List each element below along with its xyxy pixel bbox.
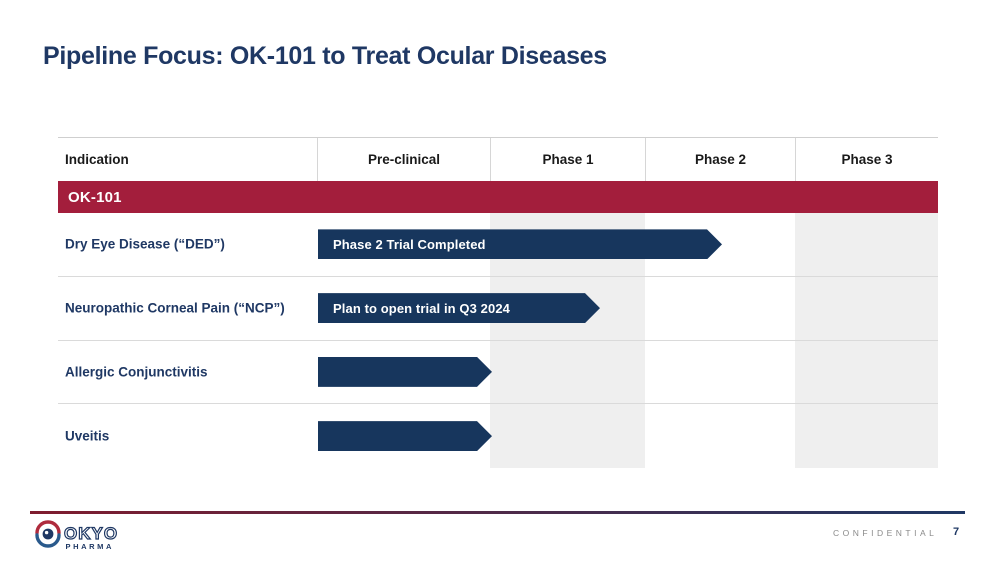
progress-arrow-label: Plan to open trial in Q3 2024 (333, 300, 511, 316)
group-header-ok101: OK-101 (58, 181, 938, 213)
table-row: Neuropathic Corneal Pain (“NCP”) Plan to… (58, 277, 938, 341)
indication-label: Uveitis (65, 428, 110, 444)
logo-subtext: PHARMA (66, 542, 115, 551)
table-row: Dry Eye Disease (“DED”) Phase 2 Trial Co… (58, 213, 938, 277)
indication-label: Dry Eye Disease (“DED”) (65, 236, 225, 252)
pipeline-table-header: Indication Pre-clinical Phase 1 Phase 2 … (58, 137, 938, 181)
logo-wordmark: OKYO (64, 524, 118, 543)
okyo-pharma-logo: OKYO PHARMA (34, 517, 118, 558)
footer-divider (30, 511, 965, 514)
pipeline-table: Indication Pre-clinical Phase 1 Phase 2 … (58, 137, 938, 468)
indication-label: Allergic Conjunctivitis (65, 364, 208, 380)
table-row: Allergic Conjunctivitis (58, 341, 938, 405)
column-header-phase2: Phase 2 (645, 138, 795, 181)
page-number: 7 (953, 526, 960, 538)
progress-arrow: Phase 2 Trial Completed (318, 229, 722, 259)
table-row: Uveitis (58, 404, 938, 468)
progress-arrow-label: Phase 2 Trial Completed (333, 236, 486, 252)
progress-arrow: Plan to open trial in Q3 2024 (318, 293, 600, 323)
column-header-phase1: Phase 1 (490, 138, 645, 181)
phase3-column-band (795, 213, 938, 468)
okyo-eye-icon: OKYO PHARMA (35, 520, 118, 551)
indication-label: Neuropathic Corneal Pain (“NCP”) (65, 300, 285, 316)
page-title: Pipeline Focus: OK-101 to Treat Ocular D… (43, 42, 607, 70)
pipeline-table-body: Dry Eye Disease (“DED”) Phase 2 Trial Co… (58, 213, 938, 468)
progress-arrow (318, 357, 492, 387)
column-header-phase3: Phase 3 (795, 138, 938, 181)
confidential-label: CONFIDENTIAL (833, 528, 938, 538)
column-header-indication: Indication (65, 152, 129, 167)
column-header-preclinical: Pre-clinical (317, 138, 490, 181)
progress-arrow (318, 421, 492, 451)
